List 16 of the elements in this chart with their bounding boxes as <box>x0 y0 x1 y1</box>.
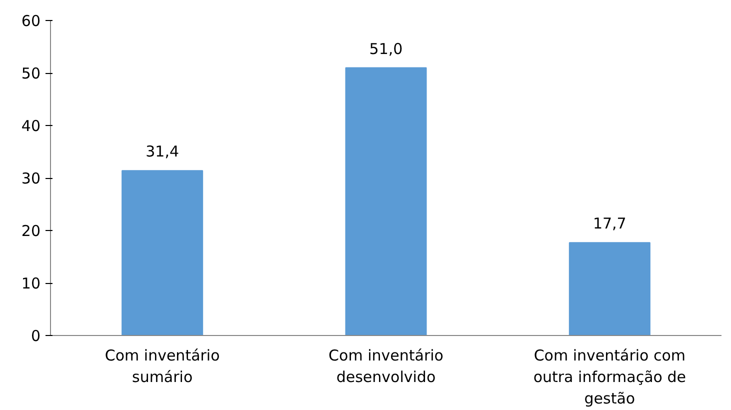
y-tick-label: 20 <box>21 222 41 240</box>
x-tick-label: Com inventário desenvolvido <box>328 346 444 386</box>
data-label: 17,7 <box>592 214 626 233</box>
y-tick-label: 50 <box>21 64 41 82</box>
y-tick-label: 30 <box>21 170 41 188</box>
y-tick-label: 40 <box>21 117 41 135</box>
bar <box>122 170 204 336</box>
bar <box>568 242 650 336</box>
x-tick-label: Com inventário com outra informação de gestão <box>533 346 686 408</box>
y-tick-label: 60 <box>21 12 41 30</box>
y-tick-label: 10 <box>21 274 41 292</box>
data-label: 51,0 <box>369 40 403 58</box>
data-label: 31,4 <box>146 142 180 161</box>
x-tick-label: Com inventário sumário <box>104 346 220 386</box>
bar <box>345 67 427 336</box>
y-tick-label: 0 <box>30 327 41 345</box>
